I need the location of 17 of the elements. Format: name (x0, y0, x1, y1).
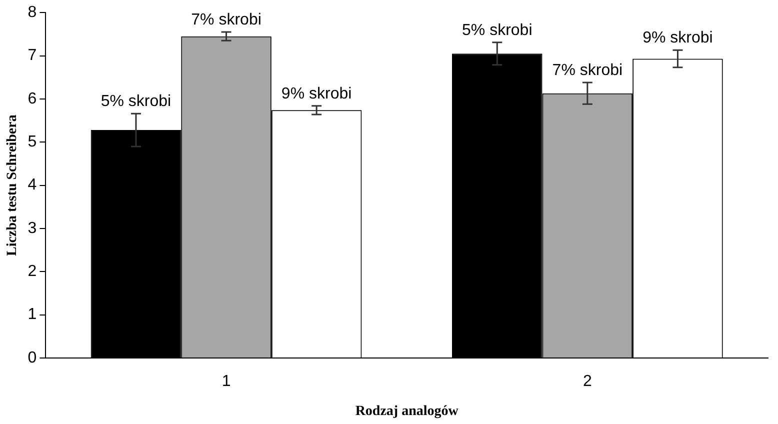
y-tick-label: 6 (28, 90, 37, 108)
y-tick-label: 3 (28, 220, 37, 237)
y-tick-label: 4 (28, 176, 37, 194)
text: 9% skrobi (642, 30, 713, 47)
series-label: 7% skrobi (191, 11, 262, 28)
y-tick-label: 7 (28, 47, 37, 64)
y-tick-label: 2 (28, 263, 37, 280)
y-tick-label: 0 (28, 349, 37, 366)
series-label: 5% skrobi (462, 22, 532, 39)
text: 7% skrobi (552, 62, 623, 79)
x-axis-title: Rodzaj analogów (355, 404, 460, 420)
y-axis-title: Liczba testu Schreibera (5, 114, 20, 256)
y-tick-label: 5 (28, 134, 37, 151)
text: 5% skrobi (100, 93, 172, 110)
y-tick-label: 8 (28, 4, 37, 22)
y-tick-label: 1 (28, 306, 37, 324)
series-label: 9% skrobi (281, 85, 352, 102)
